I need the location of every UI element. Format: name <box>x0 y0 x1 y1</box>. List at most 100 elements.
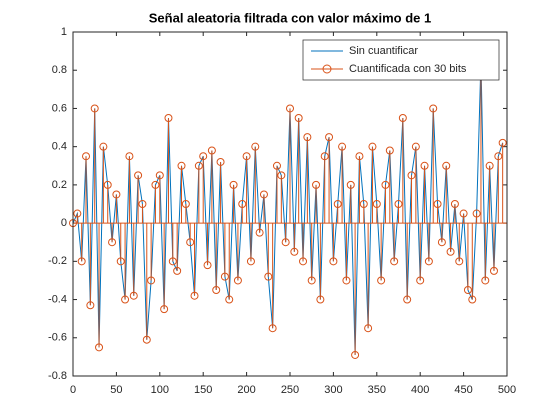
stem <box>142 223 151 344</box>
stem <box>225 223 234 304</box>
stem-marker <box>463 286 472 294</box>
stem-marker <box>325 133 334 142</box>
y-tick-label: -0.4 <box>48 293 67 305</box>
stem <box>294 114 303 224</box>
stem-marker <box>142 335 151 344</box>
stem <box>108 223 117 247</box>
y-tick-label: -0.2 <box>48 255 67 267</box>
stem-marker <box>177 161 186 170</box>
stem <box>320 152 329 224</box>
stem-marker <box>168 257 177 266</box>
stem-marker <box>138 200 147 208</box>
stem-marker <box>220 272 229 281</box>
stem <box>125 152 134 224</box>
stem-marker <box>77 257 86 266</box>
stem <box>481 223 490 285</box>
stem <box>494 152 503 224</box>
stem <box>160 223 169 314</box>
stem-marker <box>173 266 182 275</box>
stem <box>346 180 355 224</box>
legend-label: Cuantificada con 30 bits <box>349 63 467 75</box>
stem-marker <box>112 190 121 199</box>
stem <box>212 223 221 294</box>
stem-marker <box>390 257 399 266</box>
stem-marker <box>446 247 455 256</box>
stem <box>416 223 425 285</box>
legend-box <box>302 39 500 81</box>
stem-marker <box>316 295 325 304</box>
stem-marker <box>216 157 225 166</box>
stem <box>338 142 347 224</box>
stem <box>90 104 99 224</box>
x-tick-label: 250 <box>281 384 299 396</box>
stem-marker <box>164 114 173 122</box>
stem <box>255 223 264 237</box>
stem <box>134 171 143 224</box>
y-tick-label: 0 <box>61 217 67 229</box>
stem <box>316 223 325 304</box>
stem-marker <box>411 142 420 151</box>
stem-marker <box>307 276 316 285</box>
stem-marker <box>290 247 299 256</box>
y-tick-label: -0.8 <box>48 370 67 382</box>
stem <box>385 146 394 224</box>
stem <box>498 138 507 224</box>
stem <box>246 223 255 266</box>
stem-marker <box>433 200 442 208</box>
stem-marker <box>455 257 464 266</box>
stem-marker <box>199 152 208 161</box>
stem-marker <box>272 161 281 170</box>
stem-marker <box>329 257 338 266</box>
stem-marker <box>481 276 490 285</box>
stem-marker <box>342 276 351 285</box>
y-tick-label: -0.6 <box>48 332 67 344</box>
plot-frame <box>72 31 508 377</box>
stem <box>199 152 208 224</box>
stem <box>359 200 368 224</box>
y-tick-label: 0.8 <box>52 64 67 76</box>
stem-marker <box>268 324 277 333</box>
stem <box>411 142 420 224</box>
x-tick-label: 500 <box>498 384 516 396</box>
stem-marker <box>416 276 425 285</box>
stem <box>155 171 164 224</box>
stem <box>450 200 459 224</box>
stem <box>99 142 108 224</box>
stem <box>73 209 82 224</box>
stem-marker <box>338 142 347 151</box>
stem <box>303 133 312 224</box>
stem-marker <box>420 161 429 170</box>
stem <box>394 200 403 224</box>
stem-marker <box>233 276 242 285</box>
stem-marker <box>212 286 221 294</box>
stem-marker <box>259 190 268 199</box>
stem <box>368 142 377 224</box>
stem-marker <box>333 200 342 208</box>
stem <box>168 223 177 266</box>
stem-marker <box>160 305 169 314</box>
stem <box>281 223 290 247</box>
stem-marker <box>155 171 164 180</box>
x-tick-label: 300 <box>324 384 342 396</box>
stem <box>190 223 199 300</box>
stem <box>398 114 407 224</box>
line-series <box>72 60 504 355</box>
x-tick-label: 50 <box>110 384 122 396</box>
stem-marker <box>99 142 108 151</box>
stem <box>173 223 182 275</box>
y-tick-label: 1 <box>61 26 67 38</box>
y-tick-label: 0.6 <box>52 102 67 114</box>
stem-marker <box>264 272 273 281</box>
stem-marker <box>364 324 373 333</box>
stem-marker <box>403 295 412 304</box>
stem <box>372 200 381 224</box>
stem-marker <box>121 295 130 304</box>
stem-marker <box>489 266 498 275</box>
stem <box>307 223 316 285</box>
stem-marker <box>407 171 416 180</box>
stem-marker <box>372 200 381 208</box>
stem-marker <box>320 152 329 161</box>
x-tick-label: 450 <box>454 384 472 396</box>
stem-marker <box>368 142 377 151</box>
stem-marker <box>86 301 95 310</box>
